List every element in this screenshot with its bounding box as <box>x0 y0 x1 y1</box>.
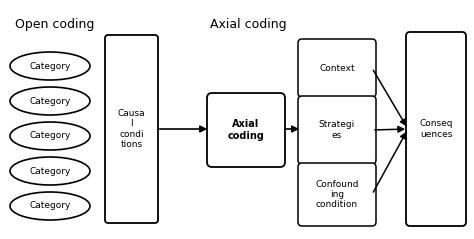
Text: Category: Category <box>29 97 71 105</box>
Text: Context: Context <box>319 64 355 72</box>
Text: Category: Category <box>29 61 71 71</box>
FancyBboxPatch shape <box>105 35 158 223</box>
Text: Open coding: Open coding <box>15 18 95 31</box>
Text: Category: Category <box>29 201 71 211</box>
Ellipse shape <box>10 52 90 80</box>
Text: Category: Category <box>29 131 71 141</box>
Text: Axial
coding: Axial coding <box>228 119 264 141</box>
FancyBboxPatch shape <box>298 96 376 164</box>
FancyBboxPatch shape <box>406 32 466 226</box>
Ellipse shape <box>10 157 90 185</box>
Text: Confound
ing
condition: Confound ing condition <box>315 179 359 209</box>
Text: Strategi
es: Strategi es <box>319 120 355 140</box>
FancyBboxPatch shape <box>298 39 376 97</box>
Text: Axial coding: Axial coding <box>210 18 286 31</box>
Text: Category: Category <box>29 167 71 175</box>
FancyBboxPatch shape <box>207 93 285 167</box>
Ellipse shape <box>10 87 90 115</box>
Text: Conseq
uences: Conseq uences <box>419 119 453 139</box>
Ellipse shape <box>10 192 90 220</box>
FancyBboxPatch shape <box>298 163 376 226</box>
Ellipse shape <box>10 122 90 150</box>
Text: Causa
l
condi
tions: Causa l condi tions <box>118 109 146 149</box>
